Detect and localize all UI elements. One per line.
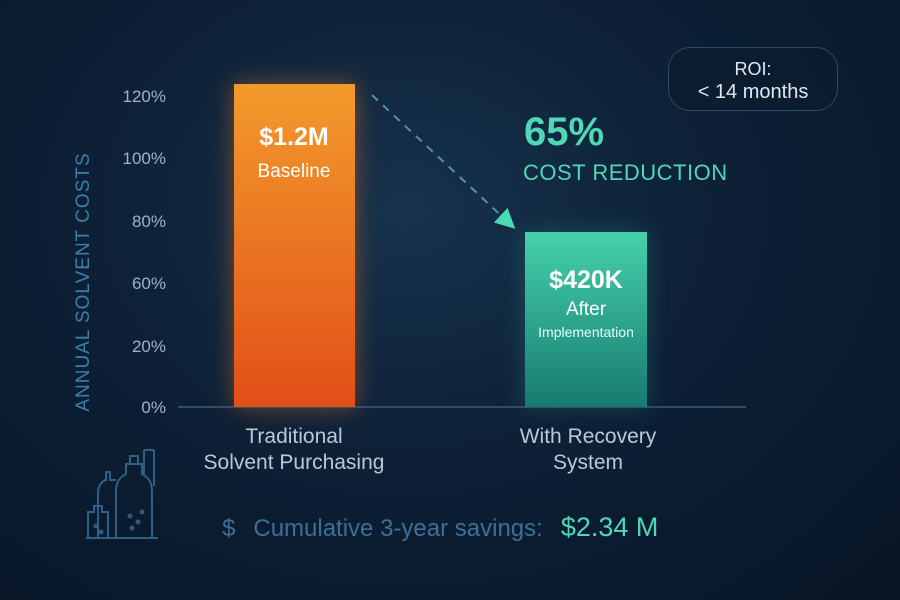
bar-value-label-recovery: $420K — [549, 266, 623, 294]
bar-recovery — [525, 232, 647, 407]
reduction-label: COST REDUCTION — [523, 160, 728, 185]
cumulative-savings: $ Cumulative 3-year savings: $2.34 M — [222, 512, 658, 543]
reduction-percent: 65% — [524, 110, 605, 154]
y-tick-label: 80% — [132, 212, 166, 231]
category-label-line: Traditional — [245, 425, 343, 448]
y-tick-label: 100% — [123, 149, 166, 168]
y-tick-label: 120% — [123, 87, 166, 106]
category-label-line: Solvent Purchasing — [203, 451, 385, 474]
bar-sub-label-recovery: After — [565, 299, 607, 320]
chemical-plant-icon — [86, 449, 158, 539]
y-tick-label: 0% — [141, 398, 166, 417]
category-label-line: System — [552, 451, 623, 474]
savings-amount: $2.34 M — [560, 512, 659, 542]
y-tick-label: 20% — [132, 337, 166, 356]
y-tick-label: 60% — [132, 274, 166, 293]
roi-badge: ROI: < 14 months — [668, 47, 838, 111]
category-label-recovery: With Recovery System — [448, 424, 728, 476]
arrow-line — [371, 94, 516, 229]
bar-value-label-baseline: $1.2M — [259, 123, 329, 151]
category-label-traditional: Traditional Solvent Purchasing — [154, 424, 434, 476]
bar-sub-label2-recovery: Implementation — [538, 324, 634, 340]
y-axis-label: ANNUAL SOLVENT COSTS — [73, 152, 94, 412]
savings-label: Cumulative 3-year savings: — [253, 515, 543, 542]
dollar-symbol: $ — [222, 515, 236, 542]
roi-value: < 14 months — [697, 81, 809, 103]
bar-sub-label-baseline: Baseline — [257, 161, 331, 182]
bar-traditional — [234, 84, 355, 407]
category-label-line: With Recovery — [519, 425, 657, 448]
roi-label: ROI: — [734, 59, 772, 79]
